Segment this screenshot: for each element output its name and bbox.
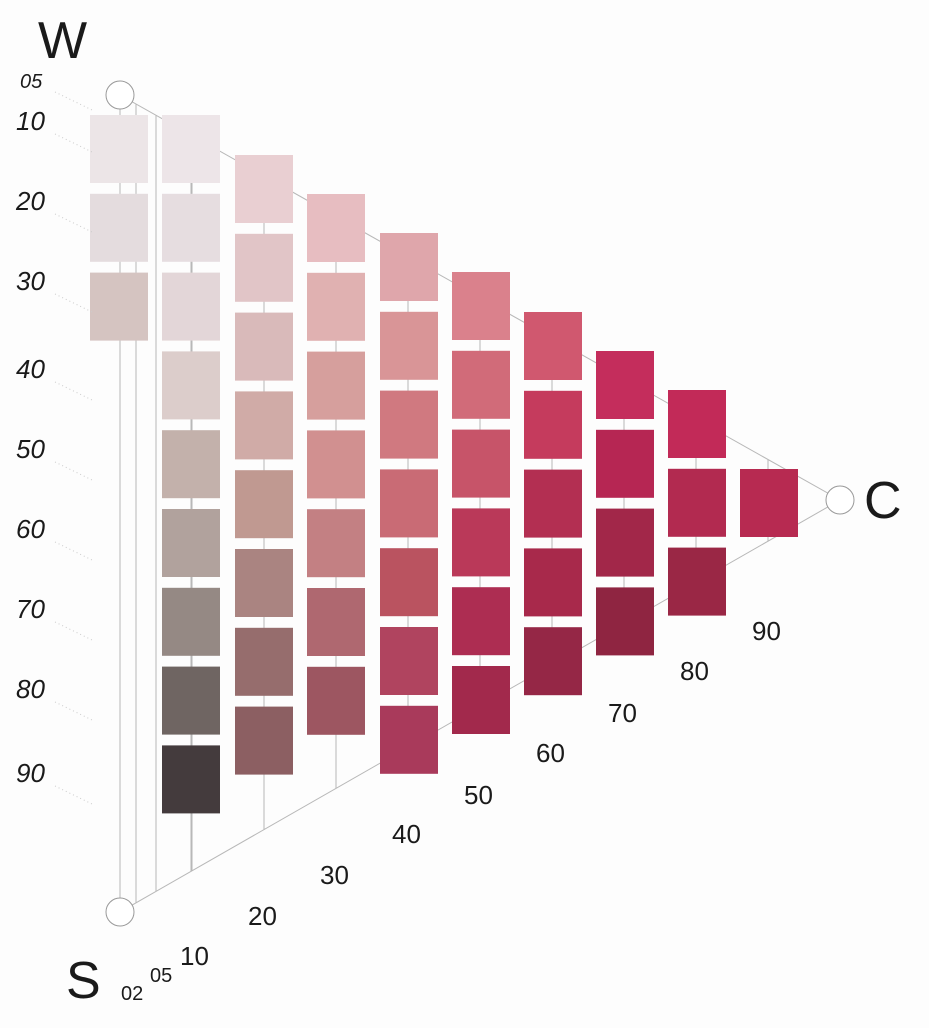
- color-swatch: [162, 272, 220, 341]
- blackness-label: 05: [20, 71, 43, 93]
- color-swatch: [380, 469, 438, 538]
- chromaticness-label: 02: [121, 983, 143, 1005]
- color-swatch: [380, 233, 438, 301]
- chromaticness-label: 05: [150, 965, 172, 987]
- color-swatch: [235, 312, 293, 381]
- leader: [54, 293, 93, 313]
- chromaticness-label: 80: [680, 656, 709, 686]
- chromaticness-label: 60: [536, 738, 565, 768]
- color-swatch: [162, 587, 220, 656]
- color-swatch: [235, 391, 293, 460]
- color-swatch: [307, 430, 365, 499]
- color-swatch: [235, 706, 293, 775]
- leader: [54, 381, 93, 401]
- leader: [54, 91, 93, 111]
- color-swatch: [307, 194, 365, 262]
- blackness-label: 10: [16, 106, 45, 136]
- color-swatch: [235, 627, 293, 696]
- color-swatch: [162, 666, 220, 735]
- blackness-label: 50: [16, 434, 45, 464]
- chromaticness-label: 20: [248, 901, 277, 931]
- color-swatch: [524, 390, 582, 459]
- color-swatch: [596, 351, 654, 419]
- black-point: [105, 897, 135, 927]
- color-swatch: [668, 390, 726, 458]
- color-swatch: [740, 469, 798, 537]
- color-swatch: [307, 509, 365, 578]
- color-swatch: [596, 587, 654, 656]
- color-swatch: [235, 233, 293, 302]
- chromaticness-label: 10: [180, 941, 209, 971]
- blackness-label: 20: [15, 186, 45, 216]
- color-swatch: [235, 155, 293, 223]
- color-swatch: [380, 705, 438, 774]
- color-swatch: [162, 193, 220, 262]
- color-swatch: [162, 509, 220, 577]
- corner-w: W: [38, 12, 87, 70]
- color-swatch: [668, 468, 726, 537]
- color-swatch: [162, 115, 220, 183]
- color-swatch: [162, 351, 220, 420]
- corner-c: C: [864, 472, 902, 530]
- leader: [54, 785, 93, 805]
- color-swatch: [380, 311, 438, 380]
- blackness-label: 60: [16, 514, 45, 544]
- leader: [54, 541, 93, 561]
- color-swatch: [596, 508, 654, 577]
- color-swatch: [235, 549, 293, 617]
- color-swatch: [524, 548, 582, 617]
- color-swatch: [452, 429, 510, 498]
- blackness-label: 30: [16, 266, 45, 296]
- color-swatch: [307, 588, 365, 656]
- color-swatch: [524, 312, 582, 380]
- color-swatch: [307, 272, 365, 341]
- color-swatch: [307, 666, 365, 735]
- chromaticness-label: 70: [608, 698, 637, 728]
- blackness-label: 40: [16, 354, 45, 384]
- leader: [54, 621, 93, 641]
- color-swatch: [380, 390, 438, 459]
- leader: [54, 133, 93, 153]
- blackness-label: 80: [16, 674, 45, 704]
- color-swatch: [90, 115, 148, 183]
- color-swatch: [596, 429, 654, 498]
- blackness-label: 70: [16, 594, 45, 624]
- chromaticness-label: 50: [464, 780, 493, 810]
- leader: [54, 701, 93, 721]
- color-swatch: [452, 508, 510, 577]
- color-swatch: [162, 745, 220, 814]
- color-swatch: [235, 470, 293, 539]
- color-swatch: [307, 351, 365, 420]
- chromaticness-label: 90: [752, 616, 781, 646]
- color-swatch: [668, 547, 726, 616]
- chromaticness-label: 30: [320, 860, 349, 890]
- chromatic-point: [825, 485, 855, 515]
- corner-s: S: [66, 952, 101, 1010]
- color-swatch: [90, 272, 148, 341]
- white-point: [105, 80, 135, 110]
- color-swatch: [90, 193, 148, 262]
- leader: [54, 213, 93, 233]
- leader: [54, 461, 93, 481]
- color-swatch: [452, 272, 510, 340]
- color-swatch: [524, 469, 582, 538]
- color-swatch: [162, 430, 220, 499]
- color-swatch: [524, 627, 582, 696]
- color-swatch: [380, 627, 438, 695]
- color-swatch: [452, 350, 510, 419]
- color-swatch: [452, 587, 510, 656]
- color-swatch: [452, 666, 510, 734]
- color-swatch: [380, 548, 438, 617]
- blackness-label: 90: [16, 758, 45, 788]
- chromaticness-label: 40: [392, 819, 421, 849]
